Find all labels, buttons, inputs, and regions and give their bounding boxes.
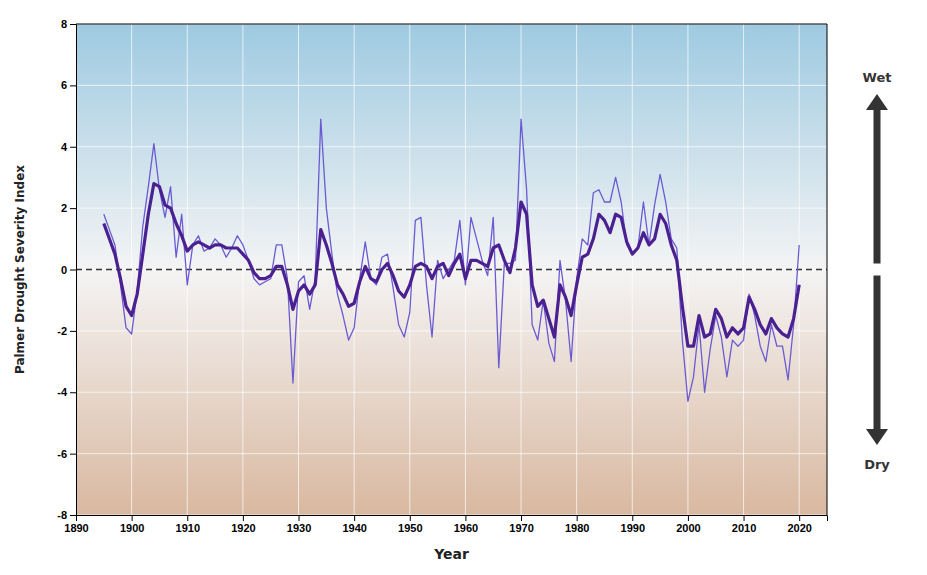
tick-mark [70,515,76,516]
grid-line-y [76,24,827,25]
marks [76,119,827,401]
tick-mark [187,515,188,521]
x-axis: 1890 1900 1910 1920 1930 1940 1950 1960 1970 1980… [64,515,827,534]
tick: 2000 [676,515,700,534]
tick: 1900 [120,515,144,534]
tick-label: 8 [61,18,67,30]
tick-mark [70,331,76,332]
arrow-head-up [866,94,888,110]
annotation: Dry [864,457,890,472]
tick-mark [521,515,522,521]
grid-line-y [76,85,827,86]
tick: 1980 [565,515,589,534]
tick: 2010 [732,515,756,534]
tick-label: 4 [61,141,68,153]
tick-label: 1940 [342,522,366,534]
tick-label: 1990 [621,522,645,534]
grid-line-y [76,392,827,393]
y-axis: -8 -6 -4 -2 0 2 4 6 8 [57,18,76,521]
grid-line-y [76,453,827,454]
grid-line-y [76,330,827,331]
tick-label: -2 [57,325,67,337]
tick-mark [70,270,76,271]
tick-label: 1970 [509,522,533,534]
annotation: Wet [863,70,892,85]
tick-mark [354,515,355,521]
tick-label: 1900 [120,522,144,534]
tick-label: 1960 [454,522,478,534]
tick: 6 [61,79,76,91]
tick-mark [70,454,76,455]
arrow-shaft-down [874,276,881,431]
tick: -2 [57,325,76,337]
arrow-shaft-up [874,109,881,264]
chart: 1890 1900 1910 1920 1930 1940 1950 1960 1970 1980… [0,0,927,575]
tick: 1940 [342,515,366,534]
tick-label: -4 [57,386,68,398]
tick: 8 [61,18,76,30]
tick-label: -6 [57,448,67,460]
arrow-head-down [866,429,888,445]
tick-label: 1950 [398,522,422,534]
plot-background [76,24,827,515]
x-axis-label: Year [433,546,469,562]
tick: 1920 [231,515,255,534]
tick: 4 [61,141,76,153]
tick-label: 1920 [231,522,255,534]
tick-label: 2020 [787,522,811,534]
tick-label: 1910 [176,522,200,534]
tick-label: 6 [61,79,67,91]
grid-line-y [76,208,827,209]
frame-right [827,24,828,515]
tick: -8 [57,509,76,521]
tick-mark [70,85,76,86]
tick-mark [799,515,800,521]
tick-label: 1890 [64,522,88,534]
tick-mark [744,515,745,521]
tick: -4 [57,386,76,398]
tick-mark [70,208,76,209]
tick-mark [632,515,633,521]
tick: 2 [61,202,76,214]
frame [76,24,827,515]
series-line [104,119,799,401]
tick-mark [70,24,76,25]
tick: 1950 [398,515,422,534]
tick-mark [577,515,578,521]
tick-label: 2000 [676,522,700,534]
tick: 1970 [509,515,533,534]
tick-label: 2 [61,202,67,214]
tick-label: -8 [57,509,67,521]
tick-mark [299,515,300,521]
axis-line [77,516,828,522]
tick: 2020 [787,515,811,534]
tick-mark [688,515,689,521]
tick: 1890 [64,515,88,534]
frame-top [76,24,827,25]
series-line [104,184,799,347]
tick-label: 0 [61,264,67,276]
tick-mark [465,515,466,521]
y-axis-label: Palmer Drought Severity Index [13,165,27,374]
tick: 1910 [176,515,200,534]
wet-dry-arrow: Wet Dry [863,70,892,472]
tick-label: 1930 [287,522,311,534]
tick-mark [70,392,76,393]
tick-label: 1980 [565,522,589,534]
tick-mark [70,147,76,148]
tick-mark [410,515,411,521]
tick: 1930 [287,515,311,534]
grid-line-y [76,146,827,147]
tick: -6 [57,448,76,460]
axis-line [70,25,77,516]
tick: 0 [61,264,76,276]
tick-label: 2010 [732,522,756,534]
grid [76,24,827,515]
tick: 1960 [454,515,478,534]
tick: 1990 [621,515,645,534]
tick-mark [132,515,133,521]
tick-mark [243,515,244,521]
